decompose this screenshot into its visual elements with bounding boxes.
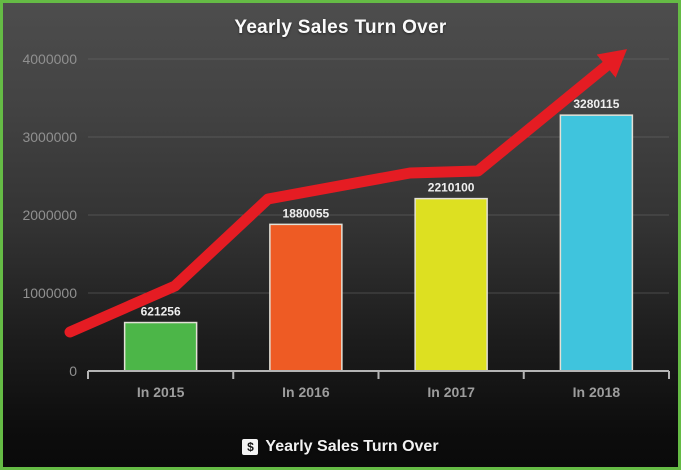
trend-arrow	[64, 49, 628, 338]
y-tick-label: 4000000	[22, 51, 77, 67]
chart-title: Yearly Sales Turn Over	[234, 17, 447, 38]
x-tick-label: In 2018	[573, 384, 621, 400]
x-tick-label: In 2017	[427, 384, 475, 400]
x-tick-label: In 2016	[282, 384, 330, 400]
y-tick-label: 2000000	[22, 207, 77, 223]
bar-in-2017	[414, 197, 488, 372]
chart-canvas: 0 1000000 2000000 3000000 4000000 621256 In 20…	[22, 49, 670, 400]
legend: $ Yearly Sales Turn Over	[3, 438, 678, 456]
x-tick-label: In 2015	[137, 384, 185, 400]
y-tick-label: 1000000	[22, 285, 77, 301]
dollar-icon-glyph: $	[247, 440, 254, 454]
dollar-icon: $	[242, 439, 259, 455]
bar-value-label: 3280115	[573, 97, 619, 111]
y-tick-label: 0	[69, 363, 77, 379]
bar-in-2016	[269, 223, 343, 372]
y-tick-label: 3000000	[22, 129, 77, 145]
bar-value-label: 1880055	[283, 206, 330, 220]
bar-value-label: 2210100	[428, 181, 475, 195]
bar-in-2018	[559, 114, 634, 372]
legend-label: Yearly Sales Turn Over	[265, 438, 439, 455]
bar-in-2015	[123, 321, 198, 372]
bar-value-label: 621256	[141, 305, 181, 319]
